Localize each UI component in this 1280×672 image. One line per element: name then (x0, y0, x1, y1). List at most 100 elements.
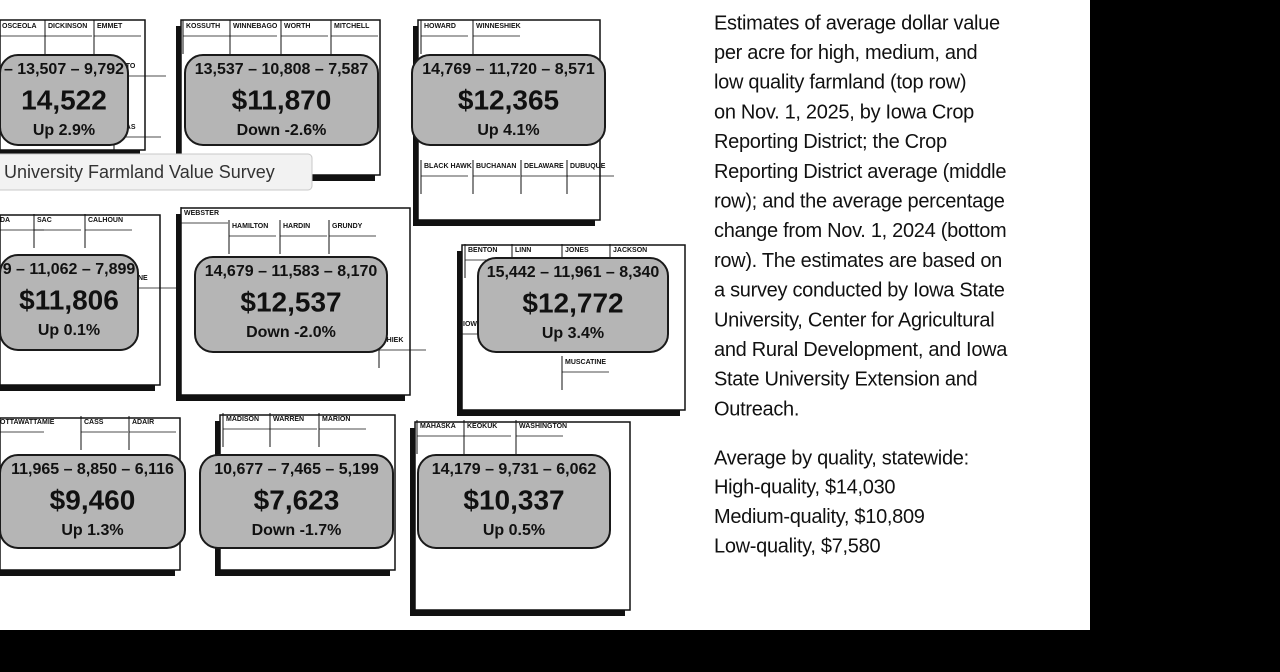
value-pill (477, 257, 669, 353)
change-value: Up 0.1% (38, 322, 100, 339)
county-label: SHIEK (382, 337, 403, 344)
county-label: KEOKUK (467, 423, 497, 430)
value-pill (199, 454, 394, 549)
county-label: WORTH (284, 23, 310, 30)
description-line: low quality farmland (top row) (714, 72, 966, 94)
county-label: HARDIN (283, 223, 310, 230)
tooltip-box (0, 153, 313, 191)
average-value: $10,337 (463, 484, 564, 515)
value-range: 14,179 – 9,731 – 6,062 (432, 461, 597, 478)
county-label: GRUNDY (332, 223, 363, 230)
average-value: $9,460 (50, 484, 136, 515)
value-pill (411, 54, 606, 146)
county-label: DICKINSON (48, 23, 87, 30)
average-value: $11,806 (19, 284, 119, 315)
value-pill (0, 54, 129, 146)
county-label: MADISON (226, 416, 259, 423)
county-label: HAMILTON (232, 223, 268, 230)
tooltip-text: University Farmland Value Survey (4, 162, 275, 182)
county-label: LTO (122, 63, 136, 70)
value-range: – 13,507 – 9,792 (4, 61, 124, 78)
value-range: 14,679 – 11,583 – 8,170 (205, 263, 378, 280)
value-range: 9 – 11,062 – 7,899 (3, 261, 136, 278)
district: DA SAC CALHOUN NE9 – 11,062 – 7,899 $11,806 U… (0, 214, 182, 391)
value-pill (417, 454, 611, 549)
statewide-item: High-quality, $14,030 (714, 476, 895, 498)
county-label: DUBUQUE (570, 163, 606, 170)
average-value: $12,772 (522, 287, 623, 318)
county-label: MITCHELL (334, 23, 370, 30)
county-label: MAHASKA (420, 423, 456, 430)
description-line: Reporting District average (middle (714, 161, 1006, 183)
description-line: row). The estimates are based on (714, 250, 1002, 272)
map: OSCEOLADICKINSONEMMETLTONTAS– 13,507 – 9… (0, 12, 1009, 616)
statewide-item: Medium-quality, $10,809 (714, 506, 925, 528)
county-label: MUSCATINE (565, 359, 606, 366)
county-label: EMMET (97, 23, 123, 30)
county-label: BENTON (468, 247, 497, 254)
description-line: Outreach. (714, 398, 799, 420)
description-line: University, Center for Agricultural (714, 309, 994, 331)
county-label: HOWARD (424, 23, 456, 30)
county-label: WARREN (273, 416, 304, 423)
value-pill (0, 254, 139, 351)
statewide-item: Low-quality, $7,580 (714, 535, 880, 557)
change-value: Up 3.4% (542, 325, 604, 342)
average-value: $12,537 (240, 286, 341, 317)
description-line: State University Extension and (714, 369, 977, 391)
value-range: 13,537 – 10,808 – 7,587 (195, 61, 369, 78)
change-value: Up 4.1% (477, 122, 539, 139)
change-value: Down -2.6% (237, 122, 327, 139)
description-line: Reporting District; the Crop (714, 131, 947, 153)
value-range: 14,769 – 11,720 – 8,571 (422, 61, 595, 78)
change-value: Up 1.3% (61, 522, 123, 539)
district: HOWARD WINNESHIEK BLACK HAWK BUCHANAN DELAWA… (411, 19, 614, 226)
county-label: BUCHANAN (476, 163, 516, 170)
county-label: OTTAWATTAMIE (0, 419, 55, 426)
description-line: row); and the average percentage (714, 190, 1005, 212)
value-range: 15,442 – 11,961 – 8,340 (487, 264, 660, 281)
county-label: WASHINGTON (519, 423, 567, 430)
county-label: DA (0, 217, 10, 224)
district: BENTON LINN JONES JACKSON IOW MUSCATINE 15,442… (457, 244, 686, 416)
county-label: WINNEBAGO (233, 23, 278, 30)
value-range: 11,965 – 8,850 – 6,116 (11, 461, 174, 478)
panel: OSCEOLADICKINSONEMMETLTONTAS– 13,507 – 9… (0, 0, 1090, 630)
change-value: Up 2.9% (33, 122, 95, 139)
change-value: Down -1.7% (252, 522, 342, 539)
description-line: change from Nov. 1, 2024 (bottom (714, 220, 1006, 242)
district: WEBSTER HAMILTON HARDIN GRUNDY SHIEK 14,679 –… (176, 207, 426, 401)
description-line: Estimates of average dollar value (714, 12, 1000, 34)
county-label: SAC (37, 217, 52, 224)
county-label: JONES (565, 247, 589, 254)
county-label: CASS (84, 419, 104, 426)
average-value: $7,623 (254, 484, 340, 515)
description-line: per acre for high, medium, and (714, 42, 977, 64)
value-pill (184, 54, 379, 146)
county-label: ADAIR (132, 419, 154, 426)
county-label: IOW (463, 321, 477, 328)
county-label: WINNESHIEK (476, 23, 521, 30)
change-value: Down -2.0% (246, 324, 336, 341)
average-value: $12,365 (458, 84, 559, 115)
value-pill (194, 256, 388, 353)
county-label: NE (138, 275, 148, 282)
district: MAHASKA KEOKUK WASHINGTON 14,179 – 9,731 – … (410, 420, 631, 616)
description-line: on Nov. 1, 2025, by Iowa Crop (714, 101, 974, 123)
value-pill (0, 454, 186, 549)
county-label: DELAWARE (524, 163, 564, 170)
district: OSCEOLADICKINSONEMMETLTONTAS– 13,507 – 9… (0, 19, 166, 156)
county-label: BLACK HAWK (424, 163, 472, 170)
county-label: JACKSON (613, 247, 647, 254)
county-label: CALHOUN (88, 217, 123, 224)
county-label: WEBSTER (184, 210, 219, 217)
average-value: 14,522 (21, 84, 107, 115)
description-line: and Rural Development, and Iowa (714, 339, 1008, 361)
county-label: KOSSUTH (186, 23, 220, 30)
county-label: MARION (322, 416, 350, 423)
average-value: $11,870 (232, 84, 332, 115)
district: OTTAWATTAMIE CASS ADAIR 11,965 – 8,850 – 6,… (0, 416, 186, 576)
description-line: a survey conducted by Iowa State (714, 280, 1005, 302)
county-label: LINN (515, 247, 531, 254)
